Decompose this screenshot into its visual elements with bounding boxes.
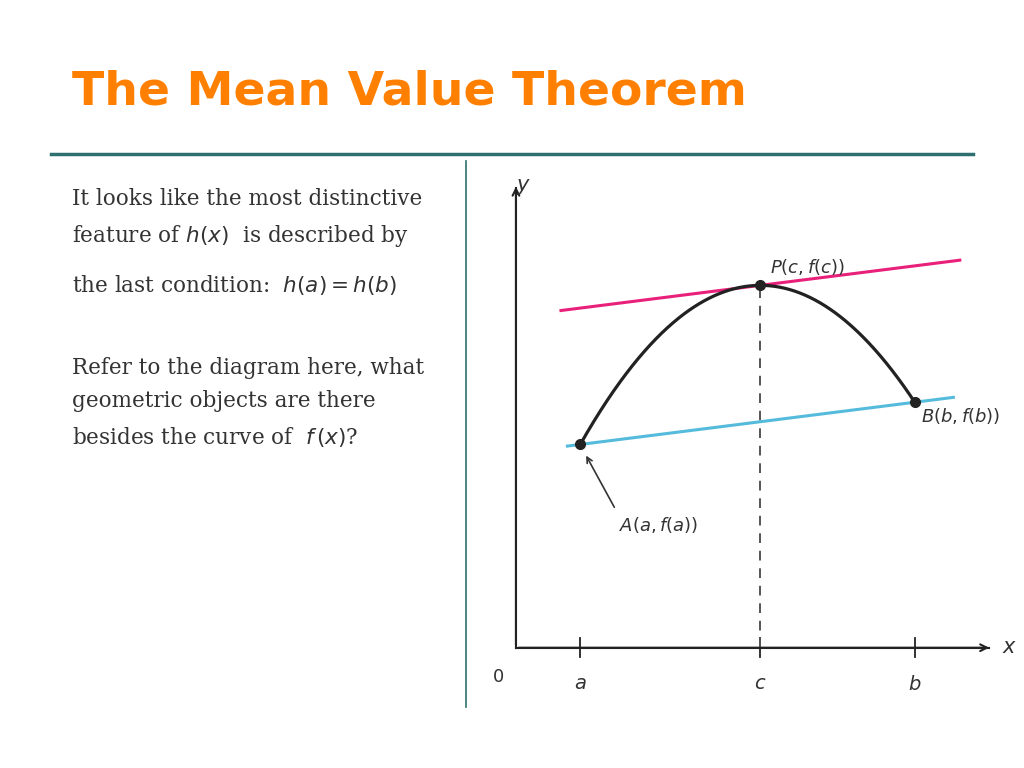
- Text: $y$: $y$: [516, 177, 531, 197]
- Text: $x$: $x$: [1001, 638, 1017, 657]
- Text: $B(b, f(b))$: $B(b, f(b))$: [922, 406, 1000, 426]
- Text: $a$: $a$: [573, 675, 587, 694]
- Text: Refer to the diagram here, what
geometric objects are there
besides the curve of: Refer to the diagram here, what geometri…: [72, 357, 424, 449]
- Text: the last condition:  $h(a) = h(b)$: the last condition: $h(a) = h(b)$: [72, 273, 396, 296]
- Text: $A(a, f(a))$: $A(a, f(a))$: [618, 515, 698, 535]
- Text: $P(c, f(c))$: $P(c, f(c))$: [770, 257, 845, 276]
- Text: $c$: $c$: [754, 675, 767, 694]
- Text: The Mean Value Theorem: The Mean Value Theorem: [72, 69, 746, 114]
- Text: $0$: $0$: [492, 668, 504, 686]
- Text: It looks like the most distinctive
feature of $h(x)$  is described by: It looks like the most distinctive featu…: [72, 188, 422, 249]
- Text: $b$: $b$: [908, 675, 922, 694]
